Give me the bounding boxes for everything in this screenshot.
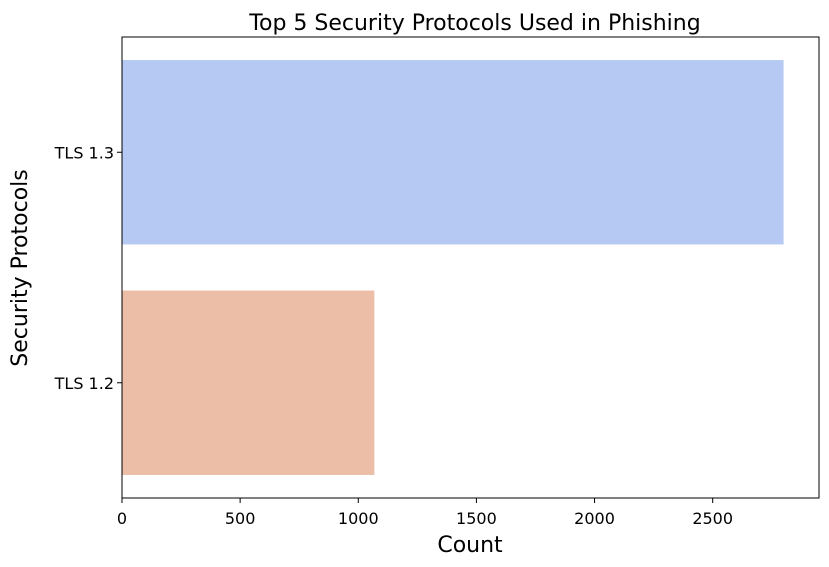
x-tick-label-1000: 1000 bbox=[338, 509, 379, 528]
bar-tls-1-2 bbox=[122, 290, 375, 475]
x-tick-label-2500: 2500 bbox=[692, 509, 733, 528]
bars-group bbox=[122, 60, 784, 475]
x-tick-label-2000: 2000 bbox=[574, 509, 615, 528]
bar-tls-1-3 bbox=[122, 60, 784, 245]
x-tick-label-1500: 1500 bbox=[456, 509, 497, 528]
chart-title: Top 5 Security Protocols Used in Phishin… bbox=[248, 11, 700, 36]
x-tick-label-500: 500 bbox=[225, 509, 256, 528]
x-tick-label-0: 0 bbox=[117, 509, 127, 528]
y-tick-label-tls-1-3: TLS 1.3 bbox=[54, 143, 114, 162]
x-axis-label: Count bbox=[437, 533, 503, 558]
y-tick-label-tls-1-2: TLS 1.2 bbox=[54, 374, 114, 393]
y-ticks-group: TLS 1.3 TLS 1.2 bbox=[54, 143, 122, 393]
y-axis-label: Security Protocols bbox=[8, 169, 33, 366]
x-ticks-group: 0 500 1000 1500 2000 2500 bbox=[117, 498, 733, 528]
plot-frame bbox=[121, 36, 820, 499]
